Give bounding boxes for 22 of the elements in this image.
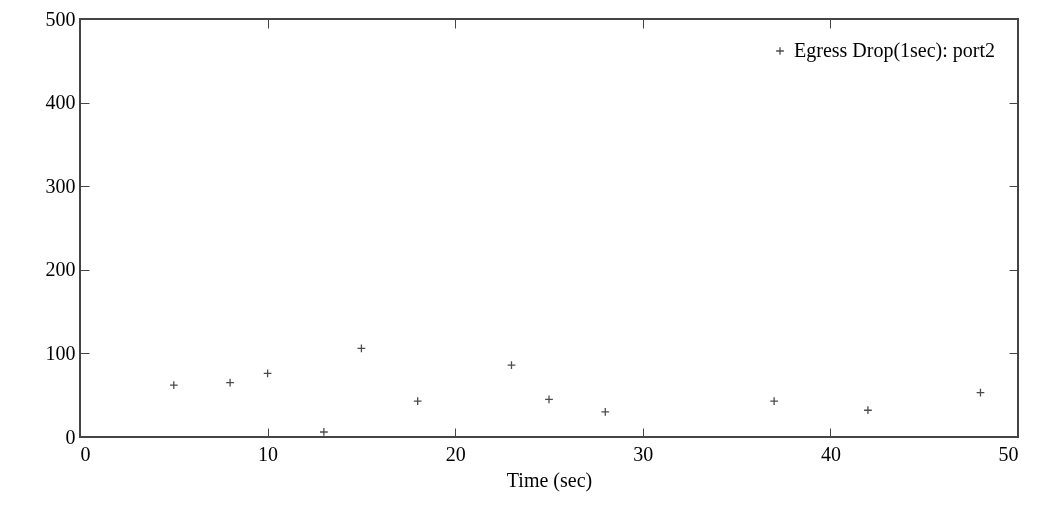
- x-tick-label: 20: [445, 442, 466, 465]
- y-tick-label: 500: [45, 7, 76, 30]
- x-tick-label: 0: [80, 442, 91, 465]
- x-tick-label: 10: [258, 442, 279, 465]
- point: [863, 405, 873, 415]
- x-axis-title: Time (sec): [506, 468, 593, 492]
- point: [506, 360, 516, 370]
- point: [225, 378, 235, 388]
- y-tick-label: 200: [45, 258, 76, 281]
- y-tick-label: 400: [45, 91, 76, 114]
- x-tick-label: 50: [998, 442, 1019, 465]
- point: [319, 427, 329, 437]
- point: [544, 394, 554, 404]
- y-tick-label: 0: [65, 425, 76, 448]
- y-tick-label: 300: [45, 174, 76, 197]
- point: [413, 396, 423, 406]
- x-tick-label: 30: [633, 442, 654, 465]
- point: [600, 407, 610, 417]
- x-tick-label: 40: [820, 442, 841, 465]
- y-tick-label: 100: [45, 341, 76, 364]
- legend-label: Egress Drop(1sec): port2: [794, 39, 996, 62]
- point: [769, 396, 779, 406]
